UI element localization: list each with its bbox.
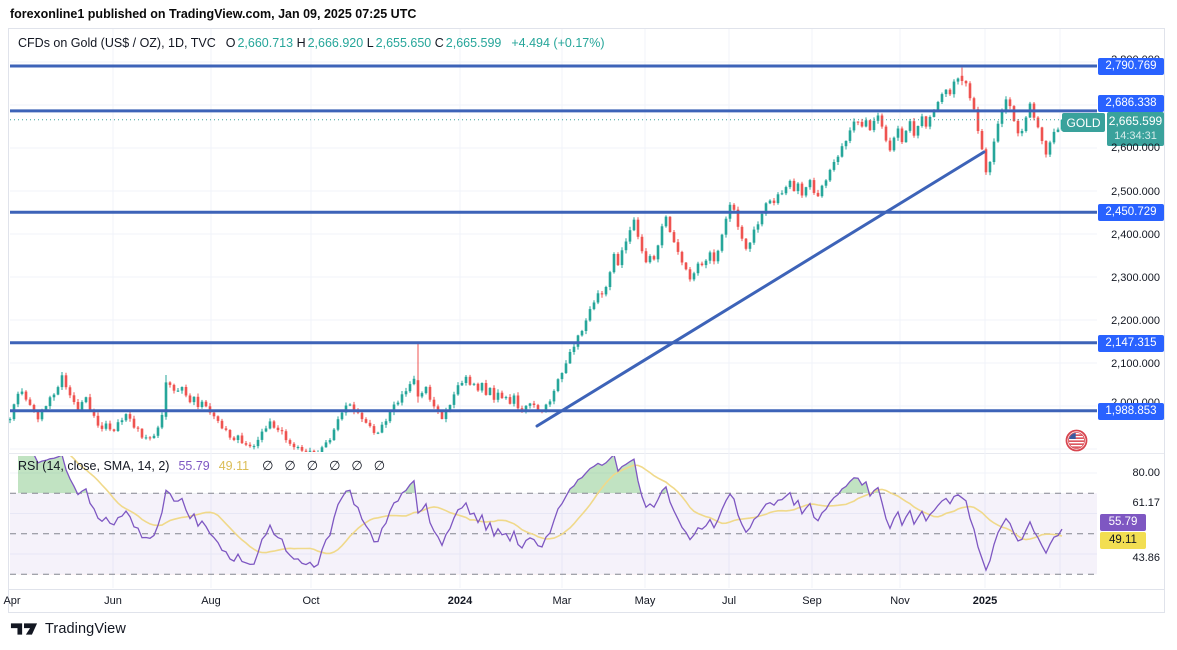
frame-top-border <box>8 28 1165 29</box>
rsi-axis-label: 80.00 <box>1132 467 1160 479</box>
empty-set-symbol: ∅ <box>284 458 296 473</box>
price-axis-label: 2,300.000 <box>1111 272 1160 284</box>
rsi-indicator-header[interactable]: RSI (14, close, SMA, 14, 2) 55.79 49.11 … <box>18 458 385 474</box>
rsi-axis-label: 61.17 <box>1132 497 1160 509</box>
ohlc-label: L <box>366 36 374 50</box>
frame-left-border <box>8 28 9 613</box>
time-axis-tick: Oct <box>302 595 320 607</box>
price-axis-label: 2,500.000 <box>1111 186 1160 198</box>
ohlc-values: O 2,660.713 H 2,666.920 L 2,655.650 C 2,665.… <box>226 36 502 50</box>
time-axis-tick: Jul <box>721 595 737 607</box>
current-price-badge: 2,665.599 14:34:31 <box>1107 112 1164 146</box>
symbol-title: CFDs on Gold (US$ / OZ), 1D, TVC <box>18 36 216 50</box>
ohlc-value: 2,665.599 <box>445 36 502 50</box>
empty-set-symbol: ∅ <box>262 458 274 473</box>
rsi-title: RSI (14, close, SMA, 14, 2) <box>18 459 170 473</box>
empty-set-symbol: ∅ <box>373 458 386 473</box>
ohlc-value: 2,655.650 <box>375 36 435 50</box>
current-price-value: 2,665.599 <box>1108 114 1163 128</box>
rsi-value-badge: 55.79 <box>1100 513 1146 531</box>
price-level-badge: 2,450.729 <box>1098 203 1164 221</box>
time-axis-tick: Aug <box>201 595 221 607</box>
tradingview-mark-icon <box>10 623 38 635</box>
rsi-value: 55.79 <box>178 459 210 473</box>
time-axis-tick: Mar <box>552 595 572 607</box>
empty-set-symbol: ∅ <box>306 458 319 473</box>
frame-right-border <box>1164 28 1165 613</box>
price-axis-label: 2,100.000 <box>1111 358 1160 370</box>
change-value: +4.494 (+0.17%) <box>511 36 605 50</box>
price-level-badge: 2,790.769 <box>1098 57 1164 75</box>
tradingview-logo-text: TradingView <box>45 621 126 637</box>
price-axis-label: 2,600.000 <box>1111 142 1160 154</box>
time-axis-tick: Jun <box>104 595 122 607</box>
bar-countdown: 14:34:31 <box>1114 130 1157 142</box>
time-axis-tick: Nov <box>890 595 910 607</box>
price-level-badge: 2,686.338 <box>1098 94 1164 112</box>
frame-bottom-border <box>8 612 1165 613</box>
time-axis-tick: Apr <box>3 595 21 607</box>
ohlc-label: H <box>296 36 306 50</box>
symbol-header: CFDs on Gold (US$ / OZ), 1D, TVC O 2,660.… <box>18 36 605 50</box>
rsi-ma-value: 49.11 <box>218 459 250 473</box>
empty-set-symbol: ∅ <box>351 458 363 473</box>
attribution-text: forexonline1 published on TradingView.co… <box>10 7 417 21</box>
price-level-badge: 2,147.315 <box>1098 334 1164 352</box>
time-axis-tick: 2024 <box>447 595 473 607</box>
ohlc-label: C <box>434 36 444 50</box>
symbol-price-label-badge: GOLD <box>1062 113 1105 132</box>
ohlc-value: 2,666.920 <box>307 36 367 50</box>
ohlc-label: O <box>225 36 236 50</box>
rsi-ma-badge: 49.11 <box>1100 531 1146 549</box>
price-axis-label: 2,400.000 <box>1111 229 1160 241</box>
time-axis-tick: 2025 <box>972 595 998 607</box>
rsi-empty-values: ∅ ∅ ∅ ∅ ∅ ∅ <box>262 458 385 474</box>
rsi-axis-label: 43.86 <box>1132 552 1160 564</box>
ohlc-value: 2,660.713 <box>237 36 297 50</box>
us-flag-event-icon[interactable] <box>1063 427 1091 455</box>
time-axis-tick: May <box>634 595 656 607</box>
empty-set-symbol: ∅ <box>329 458 341 473</box>
tradingview-logo[interactable]: TradingView <box>10 621 126 637</box>
time-axis-tick: Sep <box>802 595 822 607</box>
price-level-badge: 1,988.853 <box>1098 402 1164 420</box>
time-axis-separator <box>8 589 1165 590</box>
price-axis-label: 2,200.000 <box>1111 315 1160 327</box>
pane-divider[interactable] <box>8 453 1164 454</box>
